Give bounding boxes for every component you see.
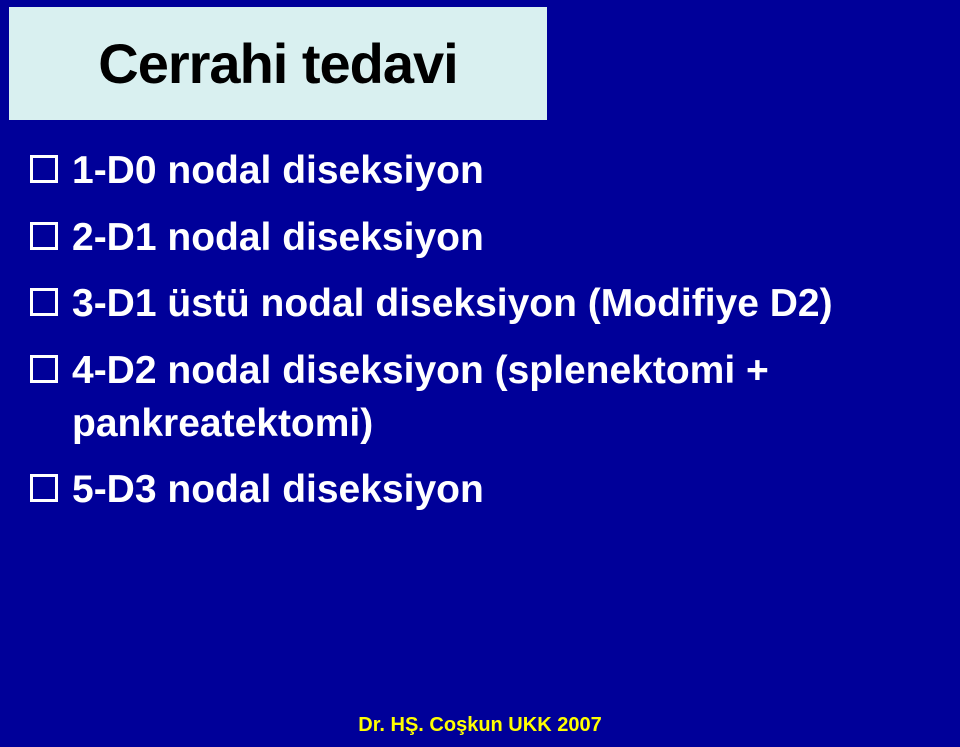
footer-text: Dr. HŞ. Coşkun UKK 2007: [358, 714, 601, 736]
bullet-text: 3-D1 üstü nodal diseksiyon (Modifiye D2): [72, 278, 833, 331]
title-box: Cerrahi tedavi: [8, 6, 548, 121]
bullet-list: 1-D0 nodal diseksiyon 2-D1 nodal diseksiy…: [30, 145, 930, 531]
footer: Dr. HŞ. Coşkun UKK 2007: [0, 714, 960, 737]
bullet-item: 2-D1 nodal diseksiyon: [30, 212, 930, 265]
bullet-item: 4-D2 nodal diseksiyon (splenektomi + pan…: [30, 345, 930, 450]
bullet-text: 2-D1 nodal diseksiyon: [72, 212, 484, 265]
slide-title: Cerrahi tedavi: [98, 31, 458, 96]
bullet-text: 1-D0 nodal diseksiyon: [72, 145, 484, 198]
square-bullet-icon: [30, 288, 58, 316]
bullet-text: 5-D3 nodal diseksiyon: [72, 464, 484, 517]
bullet-item: 1-D0 nodal diseksiyon: [30, 145, 930, 198]
square-bullet-icon: [30, 355, 58, 383]
bullet-item: 5-D3 nodal diseksiyon: [30, 464, 930, 517]
bullet-item: 3-D1 üstü nodal diseksiyon (Modifiye D2): [30, 278, 930, 331]
bullet-text: 4-D2 nodal diseksiyon (splenektomi + pan…: [72, 345, 930, 450]
square-bullet-icon: [30, 222, 58, 250]
square-bullet-icon: [30, 155, 58, 183]
square-bullet-icon: [30, 474, 58, 502]
